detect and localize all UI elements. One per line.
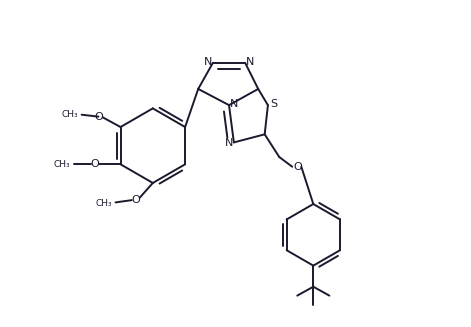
Text: N: N — [230, 99, 238, 109]
Text: N: N — [225, 138, 233, 148]
Text: O: O — [94, 112, 103, 122]
Text: O: O — [131, 195, 140, 205]
Text: N: N — [246, 57, 255, 67]
Text: O: O — [90, 159, 99, 169]
Text: N: N — [203, 57, 212, 67]
Text: S: S — [270, 99, 277, 110]
Text: CH₃: CH₃ — [54, 160, 71, 169]
Text: CH₃: CH₃ — [96, 199, 113, 208]
Text: O: O — [293, 162, 302, 172]
Text: CH₃: CH₃ — [62, 110, 79, 119]
